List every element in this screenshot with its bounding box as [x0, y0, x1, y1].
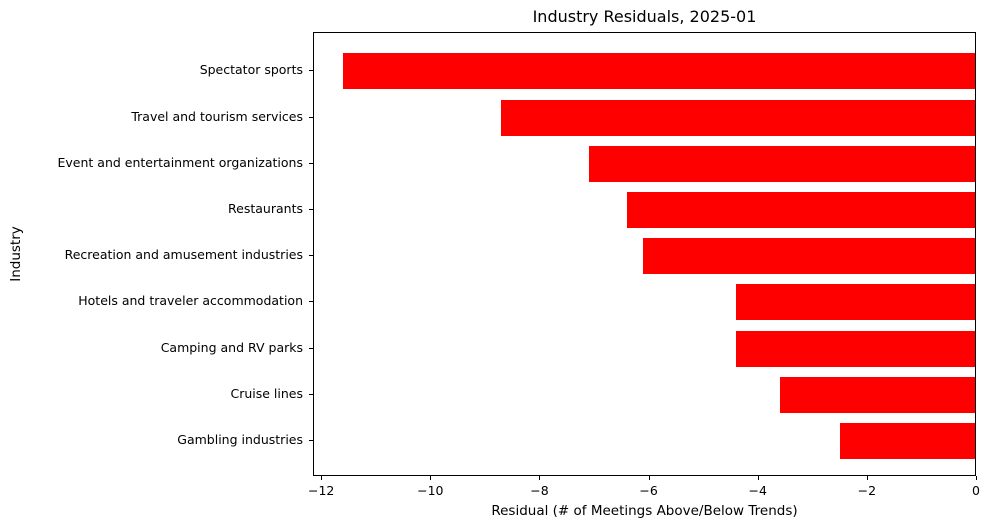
bar: [626, 191, 975, 228]
y-tick-mark: [309, 439, 313, 441]
y-tick-mark: [309, 162, 313, 164]
bar: [501, 99, 975, 136]
y-tick-mark: [309, 347, 313, 349]
y-tick-mark: [309, 116, 313, 118]
x-tick-mark: [321, 476, 323, 480]
x-tick-mark: [539, 476, 541, 480]
y-tick-label: Hotels and traveler accommodation: [78, 293, 303, 309]
bar: [735, 284, 975, 321]
x-tick-mark: [866, 476, 868, 480]
bar: [643, 238, 975, 275]
y-tick-label: Travel and tourism services: [131, 108, 303, 124]
y-tick-label: Cruise lines: [230, 385, 303, 401]
x-tick-label: −2: [857, 483, 877, 498]
bar: [343, 53, 975, 90]
y-tick-mark: [309, 208, 313, 210]
y-tick-label: Restaurants: [228, 200, 303, 216]
y-tick-mark: [309, 255, 313, 257]
bar: [588, 145, 975, 182]
y-tick-mark: [309, 70, 313, 72]
x-tick-label: −10: [417, 483, 444, 498]
y-tick-label: Event and entertainment organizations: [57, 154, 303, 170]
y-tick-mark: [309, 393, 313, 395]
x-tick-mark: [648, 476, 650, 480]
y-tick-mark: [309, 301, 313, 303]
x-tick-label: −6: [639, 483, 658, 498]
y-tick-label: Spectator sports: [199, 62, 303, 78]
y-tick-label: Recreation and amusement industries: [64, 247, 303, 263]
x-tick-mark: [757, 476, 759, 480]
bar: [839, 422, 975, 459]
bar: [779, 376, 975, 413]
x-tick-mark: [976, 476, 977, 480]
plot-area: [313, 32, 976, 476]
x-tick-mark: [430, 476, 432, 480]
x-axis-label: Residual (# of Meetings Above/Below Tren…: [491, 503, 798, 519]
y-tick-label: Gambling industries: [177, 431, 303, 447]
x-tick-label: −8: [530, 483, 549, 498]
x-tick-label: −12: [307, 483, 335, 498]
y-tick-label: Camping and RV parks: [160, 339, 303, 355]
bar: [735, 330, 975, 367]
x-tick-label: 0: [972, 483, 980, 498]
chart-title: Industry Residuals, 2025-01: [532, 7, 757, 26]
x-tick-label: −4: [748, 483, 767, 498]
